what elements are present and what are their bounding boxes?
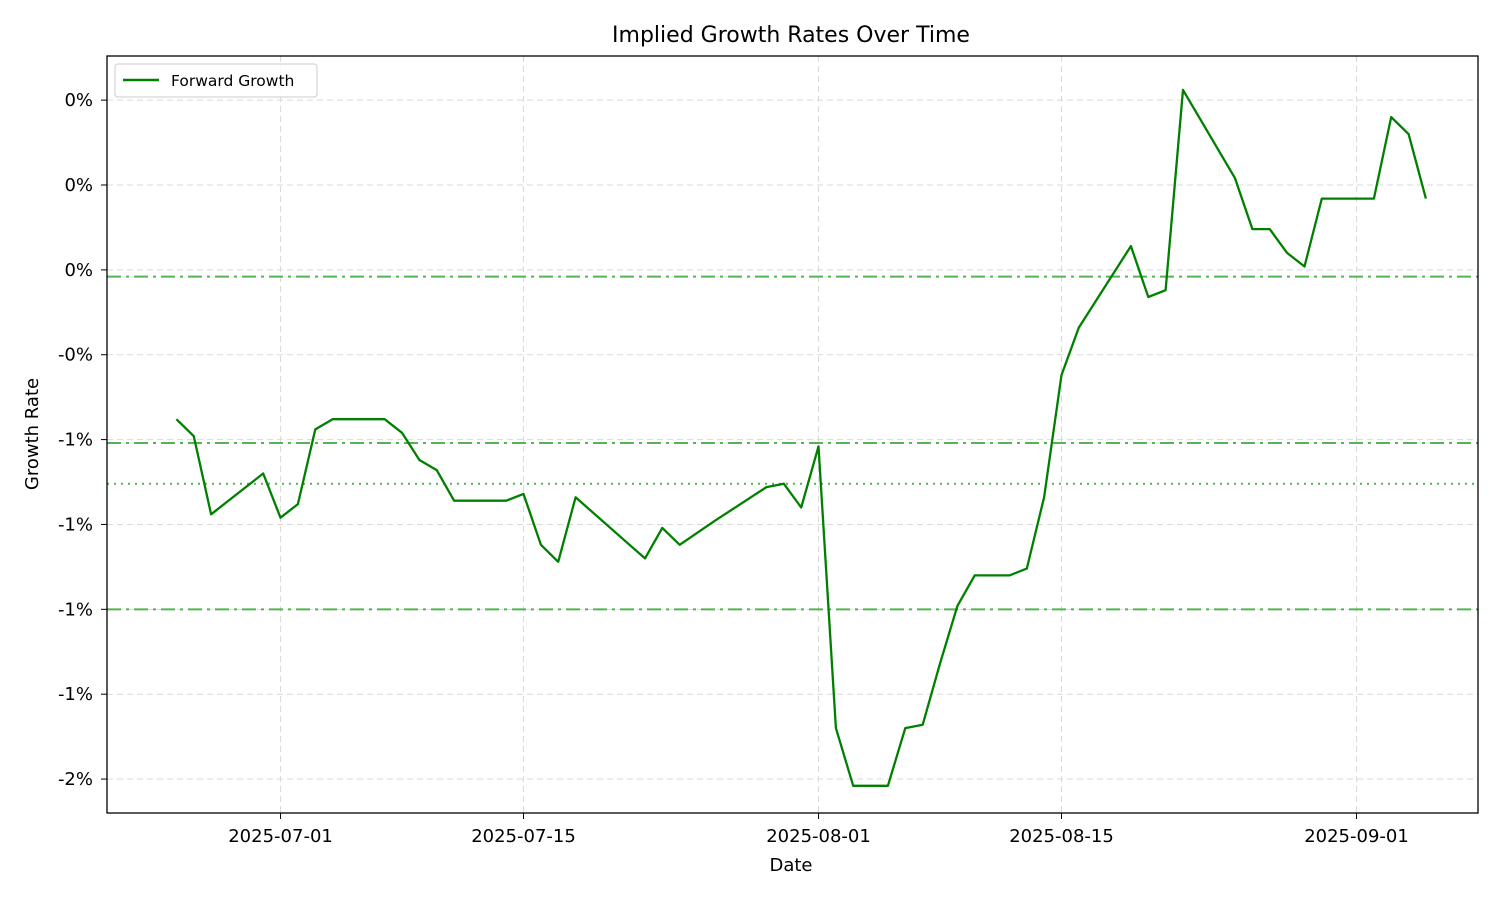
x-axis-label: Date xyxy=(769,855,812,876)
reference-lines xyxy=(107,275,1478,611)
y-tick-label: -0% xyxy=(58,345,93,366)
y-tick-label: -1% xyxy=(58,430,93,451)
series-line-forward-growth xyxy=(175,88,1428,787)
y-tick-label: -1% xyxy=(58,514,93,535)
y-tick-label: 0% xyxy=(64,260,93,281)
legend: Forward Growth xyxy=(114,63,318,98)
y-tick-label: 0% xyxy=(64,175,93,196)
y-axis: -2% -1% -1% -1% -1% -0% 0% 0% 0% xyxy=(58,90,107,790)
x-tick-label: 2025-08-15 xyxy=(1009,826,1114,847)
x-tick-label: 2025-09-01 xyxy=(1304,826,1409,847)
y-axis-label: Growth Rate xyxy=(22,378,43,490)
x-axis: 2025-07-01 2025-07-15 2025-08-01 2025-08-15… xyxy=(228,813,1409,847)
plot-frame xyxy=(106,55,1479,814)
legend-label: Forward Growth xyxy=(171,72,294,90)
series-layer xyxy=(175,88,1428,787)
x-tick-label: 2025-07-01 xyxy=(228,826,333,847)
y-tick-label: -1% xyxy=(58,599,93,620)
x-tick-label: 2025-07-15 xyxy=(471,826,576,847)
y-tick-label: -2% xyxy=(58,769,93,790)
chart-title: Implied Growth Rates Over Time xyxy=(612,23,970,48)
y-tick-label: -1% xyxy=(58,684,93,705)
x-tick-label: 2025-08-01 xyxy=(766,826,871,847)
legend-box xyxy=(114,63,318,98)
y-tick-label: 0% xyxy=(64,90,93,111)
